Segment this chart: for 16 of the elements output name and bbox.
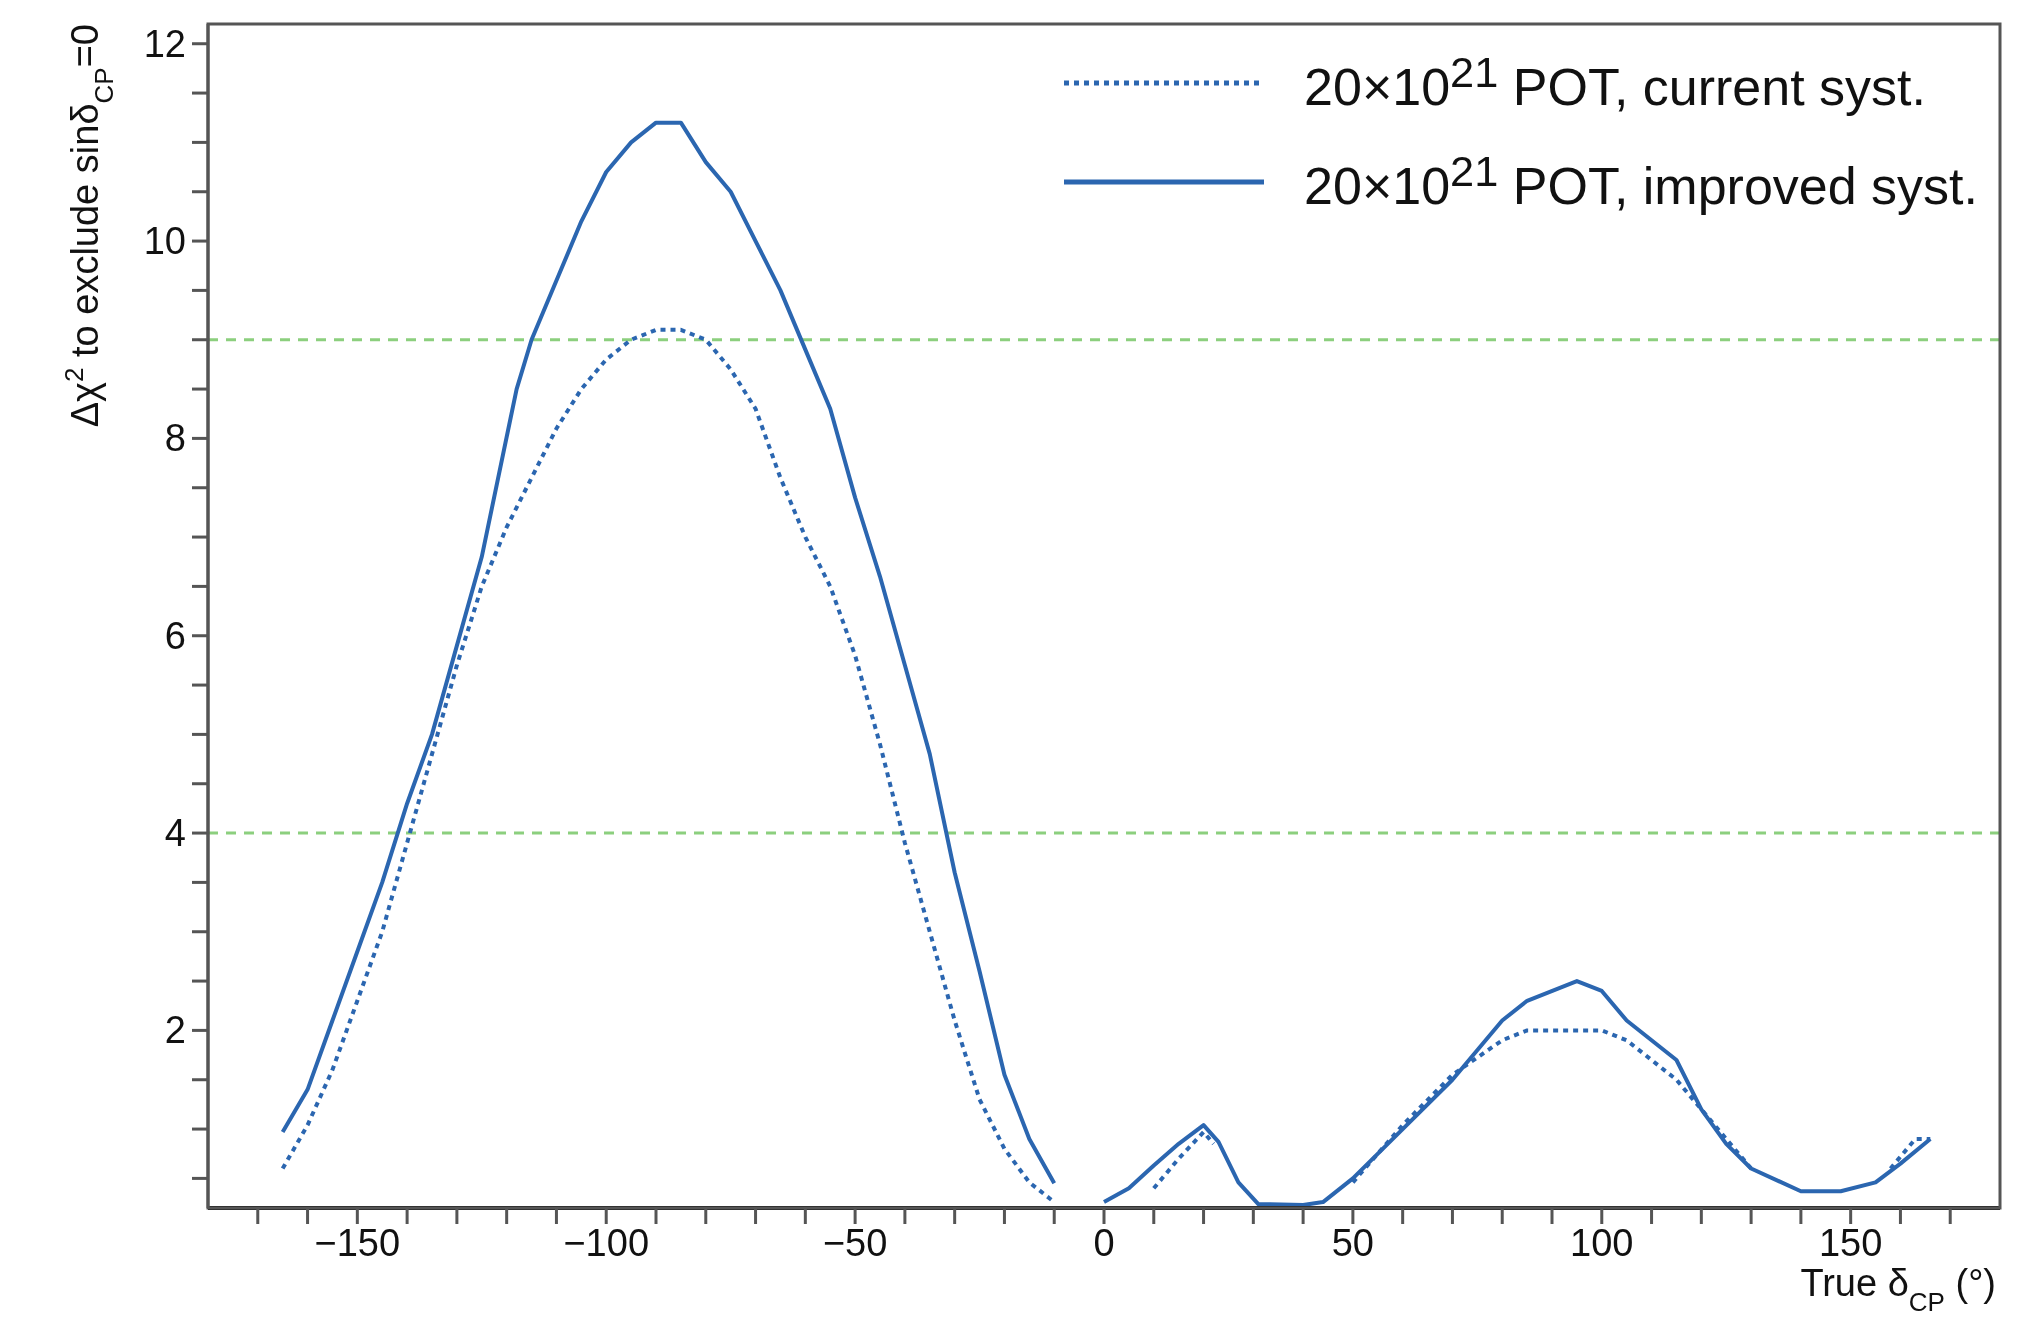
x-tick-label: 50 xyxy=(1331,1222,1375,1264)
x-tick-label: −100 xyxy=(563,1222,650,1264)
y-tick-label: 4 xyxy=(164,812,186,855)
y-tick-label: 2 xyxy=(164,1009,186,1052)
y-tick-label: 10 xyxy=(143,220,186,263)
x-tick-label: −50 xyxy=(822,1222,888,1264)
x-axis-title: True δ$_{CP}$ (°) xyxy=(1800,1262,1996,1317)
x-tick-label: 100 xyxy=(1570,1222,1634,1264)
y-tick-label: 12 xyxy=(143,22,186,65)
legend-label: 20×10$^{21}$ POT, improved syst. xyxy=(1304,147,1978,217)
x-tick-label: 0 xyxy=(1093,1222,1115,1264)
y-tick-label: 8 xyxy=(164,417,186,460)
x-tick-label: −150 xyxy=(314,1222,401,1264)
x-tick-label: 150 xyxy=(1818,1222,1883,1264)
y-tick-label: 6 xyxy=(164,614,186,657)
legend-label: 20×10$^{21}$ POT, current syst. xyxy=(1304,48,1926,118)
